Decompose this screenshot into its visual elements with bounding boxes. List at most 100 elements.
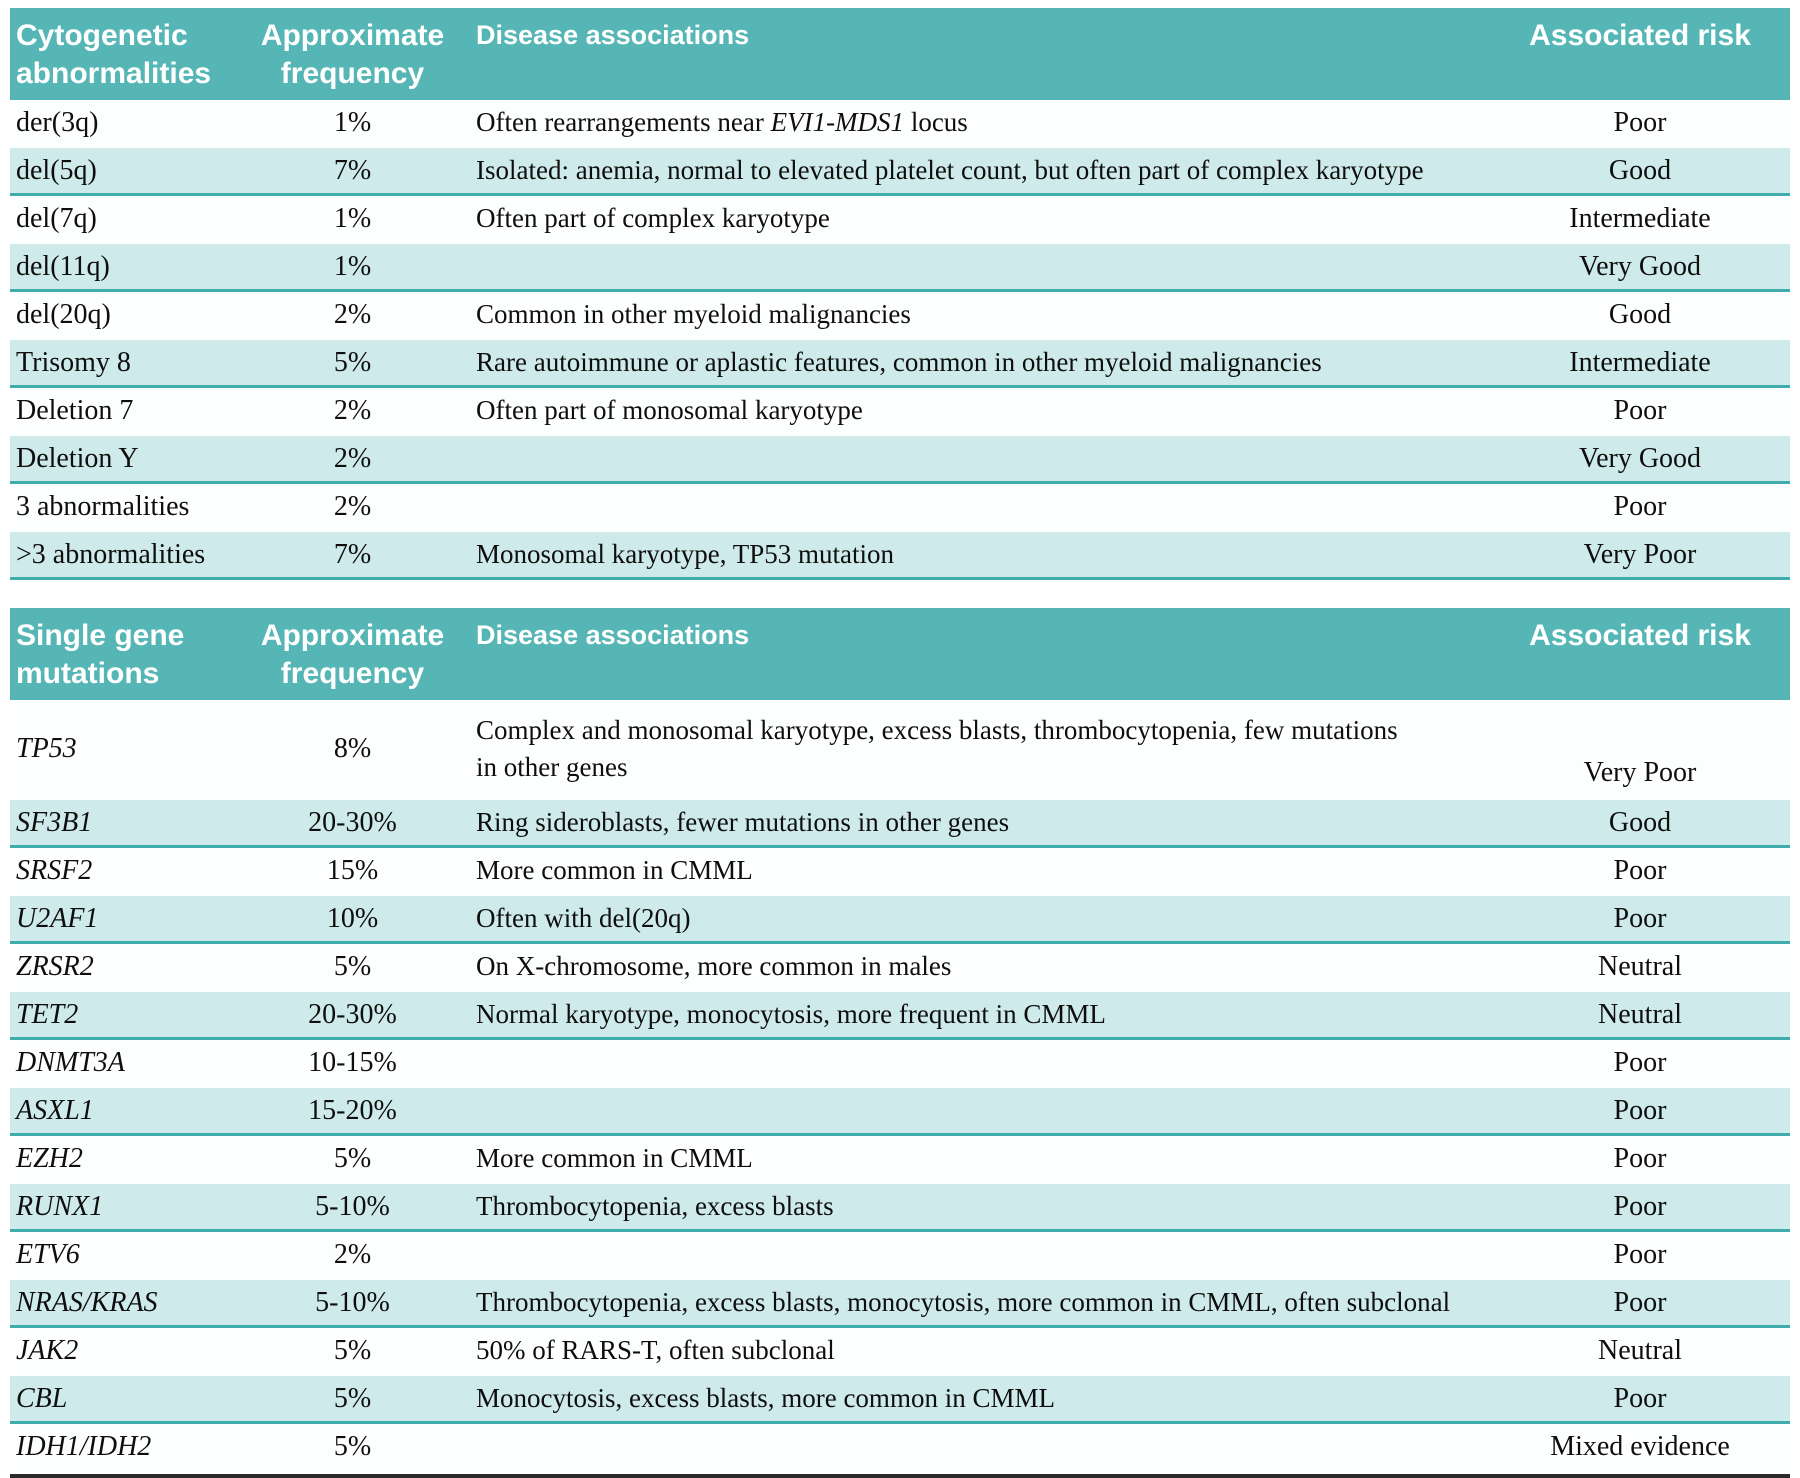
- row-label: TP53: [16, 732, 77, 764]
- table-body: der(3q) 1% Often rearrangements near EVI1-…: [10, 100, 1790, 580]
- risk-value: Poor: [1613, 1142, 1667, 1174]
- table-row: ZRSR2 5% On X-chromosome, more common in m…: [10, 944, 1790, 992]
- risk-value: Poor: [1613, 394, 1667, 426]
- frequency-value: 7%: [333, 538, 372, 570]
- row-label: U2AF1: [16, 902, 99, 934]
- frequency-value: 2%: [333, 1238, 372, 1270]
- disease-association: Rare autoimmune or aplastic features, co…: [476, 347, 1322, 378]
- risk-value: Very Good: [1578, 442, 1702, 474]
- row-label: der(3q): [16, 106, 99, 138]
- disease-association: Monosomal karyotype, TP53 mutation: [476, 539, 894, 570]
- table-row: IDH1/IDH2 5% Mixed evidence: [10, 1424, 1790, 1472]
- table-row: del(7q) 1% Often part of complex karyotype…: [10, 196, 1790, 244]
- frequency-value: 2%: [333, 490, 372, 522]
- table-row: NRAS/KRAS 5-10% Thrombocytopenia, excess b…: [10, 1280, 1790, 1328]
- column-header-approximate-frequency: Approximate frequency: [260, 619, 445, 690]
- row-label: ETV6: [16, 1238, 80, 1270]
- bottom-rule: [10, 1474, 1790, 1478]
- disease-association: Often part of monosomal karyotype: [476, 395, 863, 426]
- row-label: Deletion Y: [16, 442, 139, 474]
- risk-value: Very Good: [1578, 250, 1702, 282]
- disease-association: More common in CMML: [476, 855, 753, 886]
- frequency-value: 1%: [333, 202, 372, 234]
- column-header-cytogenetic-abnormalities: Cytogenetic abnormalities: [16, 19, 212, 90]
- row-label: CBL: [16, 1382, 68, 1414]
- disease-association: Isolated: anemia, normal to elevated pla…: [476, 155, 1424, 186]
- row-label: del(5q): [16, 154, 97, 186]
- risk-value: Very Poor: [1583, 538, 1697, 570]
- row-label: 3 abnormalities: [16, 490, 190, 522]
- column-header-single-gene-mutations: Single gene mutations: [16, 619, 185, 690]
- risk-value: Intermediate: [1569, 346, 1711, 378]
- column-header-associated-risk: Associated risk: [1529, 19, 1751, 52]
- table-row: ETV6 2% Poor: [10, 1232, 1790, 1280]
- row-label: SF3B1: [16, 806, 93, 838]
- table-row: CBL 5% Monocytosis, excess blasts, more co…: [10, 1376, 1790, 1424]
- frequency-value: 15%: [326, 854, 379, 886]
- frequency-value: 5%: [333, 346, 372, 378]
- column-header-approximate-frequency: Approximate frequency: [260, 19, 445, 90]
- table-row: U2AF1 10% Often with del(20q) Poor: [10, 896, 1790, 944]
- table-row: TET2 20-30% Normal karyotype, monocytosis,…: [10, 992, 1790, 1040]
- frequency-value: 2%: [333, 298, 372, 330]
- disease-association: Common in other myeloid malignancies: [476, 299, 911, 330]
- row-label: NRAS/KRAS: [16, 1286, 158, 1318]
- frequency-value: 2%: [333, 394, 372, 426]
- frequency-value: 1%: [333, 106, 372, 138]
- risk-value: Poor: [1613, 1046, 1667, 1078]
- row-label: TET2: [16, 998, 79, 1030]
- table-row: ASXL1 15-20% Poor: [10, 1088, 1790, 1136]
- single-gene-mutations-table: Single gene mutations Approximate freque…: [10, 608, 1790, 1472]
- disease-association: Thrombocytopenia, excess blasts: [476, 1191, 834, 1222]
- table-row: Deletion Y 2% Very Good: [10, 436, 1790, 484]
- gene-name-inline: EVI1-MDS1: [770, 107, 905, 138]
- disease-association: Thrombocytopenia, excess blasts, monocyt…: [476, 1287, 1451, 1318]
- row-label: JAK2: [16, 1334, 79, 1366]
- row-label: EZH2: [16, 1142, 83, 1174]
- risk-value: Poor: [1613, 1190, 1667, 1222]
- frequency-value: 8%: [333, 732, 372, 764]
- column-header-associated-risk: Associated risk: [1529, 619, 1751, 652]
- row-label: >3 abnormalities: [16, 538, 206, 570]
- table-row: Trisomy 8 5% Rare autoimmune or aplastic f…: [10, 340, 1790, 388]
- table-header-row: Cytogenetic abnormalities Approximate fr…: [10, 8, 1790, 100]
- disease-association: 50% of RARS-T, often subclonal: [476, 1335, 835, 1366]
- disease-association: Complex and monosomal karyotype, excess …: [476, 715, 1398, 782]
- row-label: Deletion 7: [16, 394, 134, 426]
- table-row: Deletion 7 2% Often part of monosomal kary…: [10, 388, 1790, 436]
- row-label: ASXL1: [16, 1094, 94, 1126]
- disease-association: On X-chromosome, more common in males: [476, 951, 952, 982]
- frequency-value: 5%: [333, 1334, 372, 1366]
- disease-association: Often rearrangements near EVI1-MDS1 locu…: [470, 104, 1490, 140]
- risk-value: Good: [1608, 154, 1672, 186]
- risk-value: Poor: [1613, 490, 1667, 522]
- frequency-value: 5-10%: [315, 1190, 390, 1222]
- table-body: TP53 8% Complex and monosomal karyotype, e…: [10, 700, 1790, 1472]
- table-row: SF3B1 20-30% Ring sideroblasts, fewer muta…: [10, 800, 1790, 848]
- table-row: del(20q) 2% Common in other myeloid malign…: [10, 292, 1790, 340]
- row-label: RUNX1: [16, 1190, 104, 1222]
- disease-association: Often with del(20q): [476, 903, 691, 934]
- frequency-value: 5-10%: [315, 1286, 390, 1318]
- table-header-row: Single gene mutations Approximate freque…: [10, 608, 1790, 700]
- frequency-value: 20-30%: [308, 998, 397, 1030]
- risk-value: Poor: [1613, 1286, 1667, 1318]
- table-row: JAK2 5% 50% of RARS-T, often subclonal Neut…: [10, 1328, 1790, 1376]
- association-text: locus: [904, 107, 968, 138]
- table-row: SRSF2 15% More common in CMML Poor: [10, 848, 1790, 896]
- frequency-value: 5%: [333, 1430, 372, 1462]
- risk-value: Poor: [1613, 106, 1667, 138]
- frequency-value: 15-20%: [308, 1094, 397, 1126]
- frequency-value: 7%: [333, 154, 372, 186]
- table-row: TP53 8% Complex and monosomal karyotype, e…: [10, 700, 1790, 800]
- risk-value: Neutral: [1598, 1334, 1682, 1366]
- risk-value: Neutral: [1598, 998, 1682, 1030]
- table-row: DNMT3A 10-15% Poor: [10, 1040, 1790, 1088]
- risk-value: Good: [1608, 298, 1672, 330]
- disease-association: More common in CMML: [476, 1143, 753, 1174]
- row-label: Trisomy 8: [16, 346, 131, 378]
- row-label: del(20q): [16, 298, 111, 330]
- row-label: del(7q): [16, 202, 97, 234]
- risk-value: Intermediate: [1569, 202, 1711, 234]
- row-label: SRSF2: [16, 854, 93, 886]
